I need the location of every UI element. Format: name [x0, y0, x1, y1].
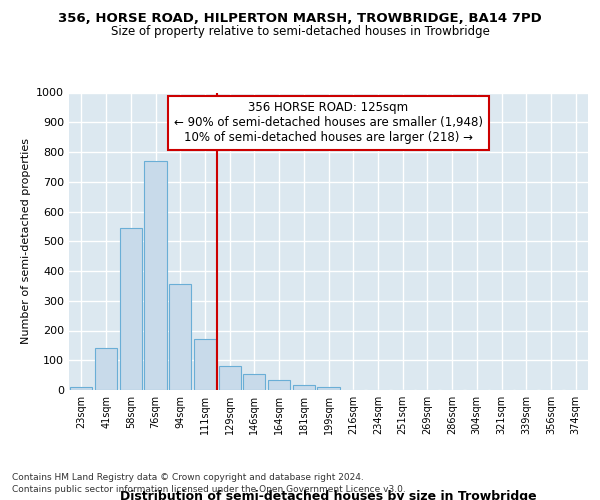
Bar	[119, 228, 142, 390]
Bar	[317, 387, 340, 390]
Bar	[268, 380, 290, 390]
Bar	[293, 385, 315, 390]
Text: Contains public sector information licensed under the Open Government Licence v3: Contains public sector information licen…	[12, 485, 406, 494]
Bar	[145, 161, 167, 390]
Bar	[243, 374, 265, 390]
Text: 356 HORSE ROAD: 125sqm
← 90% of semi-detached houses are smaller (1,948)
10% of : 356 HORSE ROAD: 125sqm ← 90% of semi-det…	[174, 102, 483, 144]
Text: Contains HM Land Registry data © Crown copyright and database right 2024.: Contains HM Land Registry data © Crown c…	[12, 472, 364, 482]
Text: 356, HORSE ROAD, HILPERTON MARSH, TROWBRIDGE, BA14 7PD: 356, HORSE ROAD, HILPERTON MARSH, TROWBR…	[58, 12, 542, 26]
Text: Size of property relative to semi-detached houses in Trowbridge: Size of property relative to semi-detach…	[110, 25, 490, 38]
Y-axis label: Number of semi-detached properties: Number of semi-detached properties	[20, 138, 31, 344]
Bar	[194, 340, 216, 390]
X-axis label: Distribution of semi-detached houses by size in Trowbridge: Distribution of semi-detached houses by …	[120, 490, 537, 500]
Bar	[95, 348, 117, 390]
Bar	[70, 387, 92, 390]
Bar	[169, 284, 191, 390]
Bar	[218, 366, 241, 390]
